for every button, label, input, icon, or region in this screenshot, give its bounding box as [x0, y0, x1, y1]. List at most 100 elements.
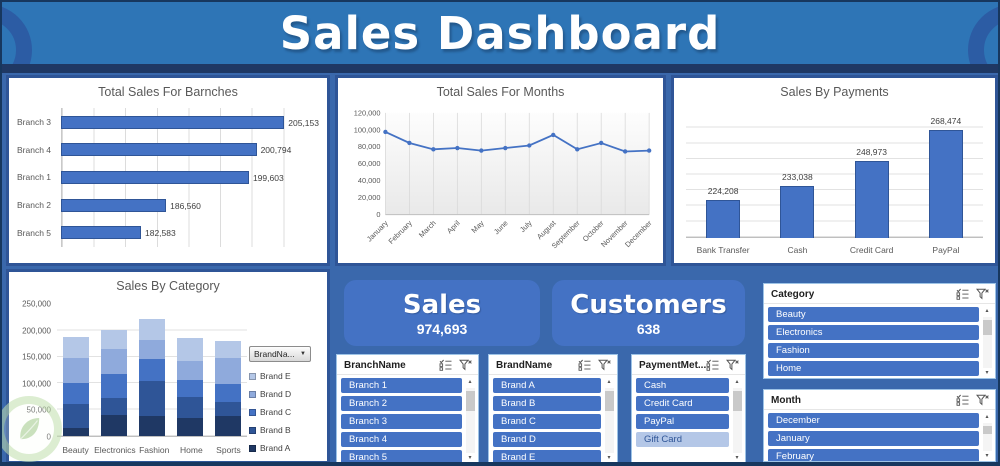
slicer-item[interactable]: Brand D	[493, 432, 601, 447]
data-point[interactable]	[575, 147, 580, 152]
scroll-track[interactable]	[732, 388, 742, 453]
scroll-track[interactable]	[465, 388, 475, 453]
slicer-item[interactable]: Electronics	[768, 325, 979, 340]
slicer-item[interactable]: January	[768, 431, 979, 446]
scroll-up-icon[interactable]: ▴	[985, 414, 989, 420]
bar-segment-brand-b[interactable]	[101, 398, 127, 416]
bar-segment-brand-d[interactable]	[139, 339, 165, 360]
bar-segment-brand-b[interactable]	[215, 402, 241, 417]
multi-select-icon[interactable]	[706, 359, 719, 371]
scroll-track[interactable]	[982, 317, 992, 368]
bar-segment-brand-a[interactable]	[177, 417, 203, 436]
data-point[interactable]	[479, 148, 484, 153]
bar-segment-brand-a[interactable]	[139, 415, 165, 436]
bar-segment-brand-b[interactable]	[177, 396, 203, 418]
clear-filter-icon[interactable]	[459, 359, 472, 371]
scrollbar[interactable]: ▴ ▾	[731, 378, 743, 462]
bar-segment-brand-c[interactable]	[139, 359, 165, 382]
multi-select-icon[interactable]	[578, 359, 591, 371]
stacked-bar[interactable]	[215, 304, 241, 436]
data-point[interactable]	[527, 143, 532, 148]
multi-select-icon[interactable]	[956, 394, 969, 406]
data-point[interactable]	[503, 145, 508, 151]
clear-filter-icon[interactable]	[598, 359, 611, 371]
slicer-item[interactable]: Brand B	[493, 396, 601, 411]
legend-item[interactable]: Brand E	[249, 371, 325, 381]
scrollbar[interactable]: ▴ ▾	[981, 413, 993, 461]
data-point[interactable]	[623, 149, 628, 154]
scroll-thumb[interactable]	[982, 320, 992, 336]
scroll-down-icon[interactable]: ▾	[985, 370, 989, 376]
stacked-bar[interactable]	[63, 304, 89, 436]
scroll-up-icon[interactable]: ▴	[735, 379, 739, 385]
bar-segment-brand-a[interactable]	[101, 415, 127, 436]
bar[interactable]	[780, 185, 815, 238]
bar-segment-brand-e[interactable]	[63, 337, 89, 359]
scroll-track[interactable]	[604, 388, 614, 453]
clear-filter-icon[interactable]	[976, 394, 989, 406]
legend-field-dropdown[interactable]: BrandNa... ▼	[249, 346, 311, 362]
bar-segment-brand-c[interactable]	[177, 380, 203, 397]
bar-segment-brand-c[interactable]	[215, 383, 241, 403]
scroll-up-icon[interactable]: ▴	[607, 379, 611, 385]
bar[interactable]	[928, 130, 963, 238]
data-point[interactable]	[551, 132, 556, 138]
slicer-item[interactable]: Branch 2	[341, 396, 462, 411]
slicer-item[interactable]: Branch 4	[341, 432, 462, 447]
bar-segment-brand-d[interactable]	[63, 358, 89, 384]
scroll-thumb[interactable]	[732, 391, 742, 411]
bar[interactable]: 205,153	[61, 115, 319, 129]
bar-segment-brand-e[interactable]	[101, 330, 127, 349]
bar[interactable]	[706, 199, 741, 238]
bar[interactable]: 200,794	[61, 143, 291, 157]
bar-segment-brand-d[interactable]	[101, 348, 127, 375]
slicer-item[interactable]: Beauty	[768, 307, 979, 322]
clear-filter-icon[interactable]	[726, 359, 739, 371]
scroll-down-icon[interactable]: ▾	[607, 455, 611, 461]
bar-segment-brand-e[interactable]	[177, 338, 203, 361]
scroll-up-icon[interactable]: ▴	[468, 379, 472, 385]
clear-filter-icon[interactable]	[976, 288, 989, 300]
scrollbar[interactable]: ▴ ▾	[603, 378, 615, 462]
scroll-thumb[interactable]	[604, 391, 614, 411]
slicer-item[interactable]: Home	[768, 361, 979, 376]
scroll-track[interactable]	[982, 423, 992, 451]
line-series[interactable]	[385, 131, 650, 153]
scrollbar[interactable]: ▴ ▾	[464, 378, 476, 462]
scroll-thumb[interactable]	[982, 426, 992, 435]
slicer-item[interactable]: Branch 5	[341, 450, 462, 462]
bar-segment-brand-b[interactable]	[63, 403, 89, 429]
bar-segment-brand-c[interactable]	[101, 374, 127, 398]
slicer-item[interactable]: Credit Card	[636, 396, 729, 411]
multi-select-icon[interactable]	[956, 288, 969, 300]
data-point[interactable]	[599, 140, 604, 146]
bar[interactable]: 182,583	[61, 226, 176, 240]
customers-kpi-card[interactable]: Customers 638	[552, 280, 745, 346]
data-point[interactable]	[431, 147, 436, 152]
data-point[interactable]	[383, 129, 388, 135]
bar-segment-brand-e[interactable]	[139, 319, 165, 340]
slicer-item[interactable]: Cash	[636, 378, 729, 393]
legend-item[interactable]: Brand C	[249, 407, 325, 417]
scrollbar[interactable]: ▴ ▾	[981, 307, 993, 378]
slicer-item[interactable]: Branch 3	[341, 414, 462, 429]
stacked-bar[interactable]	[101, 304, 127, 436]
slicer-item[interactable]: PayPal	[636, 414, 729, 429]
scroll-thumb[interactable]	[465, 391, 475, 411]
bar-segment-brand-a[interactable]	[63, 428, 89, 436]
bar[interactable]	[854, 160, 889, 238]
legend-item[interactable]: Brand A	[249, 443, 325, 453]
slicer-item[interactable]: Brand C	[493, 414, 601, 429]
bar-segment-brand-d[interactable]	[215, 357, 241, 384]
scroll-down-icon[interactable]: ▾	[735, 455, 739, 461]
stacked-bar[interactable]	[177, 304, 203, 436]
stacked-bar[interactable]	[139, 304, 165, 436]
bar-segment-brand-d[interactable]	[177, 360, 203, 381]
slicer-item[interactable]: December	[768, 413, 979, 428]
bar-segment-brand-a[interactable]	[215, 416, 241, 436]
legend-item[interactable]: Brand B	[249, 425, 325, 435]
bar[interactable]: 186,560	[61, 198, 201, 212]
slicer-item[interactable]: Brand E	[493, 450, 601, 462]
bar-segment-brand-c[interactable]	[63, 383, 89, 404]
legend-item[interactable]: Brand D	[249, 389, 325, 399]
